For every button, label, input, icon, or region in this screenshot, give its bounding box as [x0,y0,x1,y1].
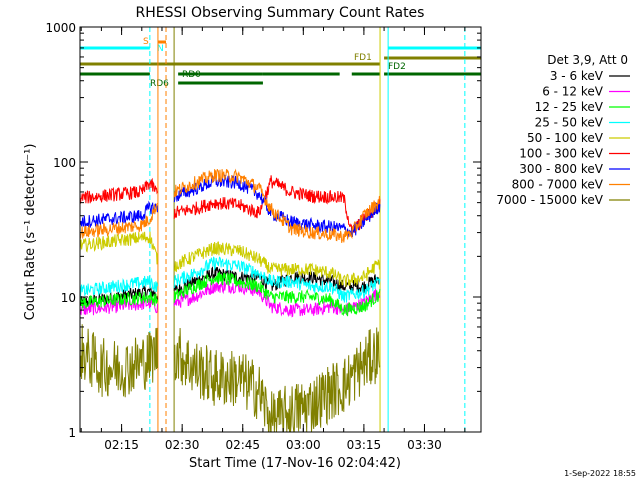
legend-label-2: 12 - 25 keV [535,100,604,114]
x-tick-label-4: 03:15 [347,438,382,452]
state-label-s: S [143,37,149,47]
vertical-markers [149,27,466,432]
x-axis-label: Start Time (17-Nov-16 02:04:42) [189,456,401,471]
series-line-7 [80,168,381,243]
x-tick-label-1: 02:30 [165,438,200,452]
axes: 02:15 02:30 02:45 03:00 03:15 03:30 1 10 100 1000 [45,21,481,452]
series-line-8 [80,324,381,432]
legend-label-4: 50 - 100 keV [527,131,604,145]
series-line-4 [80,231,381,287]
chart-title: RHESSI Observing Summary Count Rates [136,5,425,21]
legend-label-1: 6 - 12 keV [542,85,604,99]
x-tick-label-3: 03:00 [286,438,321,452]
y-tick-label-0: 1 [68,426,76,440]
series-line-2 [80,271,381,317]
state-bars: SN RD0 RD6 FD1 FD2 [80,37,481,89]
legend-label-8: 7000 - 15000 keV [496,193,603,207]
series-line-5 [80,175,381,237]
legend-label-3: 25 - 50 keV [535,116,604,130]
series-line-3 [80,256,381,303]
state-label-fd1: FD1 [354,53,372,63]
state-label-fd2: FD2 [388,62,406,72]
series-lines [80,168,381,432]
plot-frame [79,26,482,433]
state-label-rd0: RD0 [182,70,201,80]
y-axis-label: Count Rate (s⁻¹ detector⁻¹) [23,144,38,321]
legend-label-7: 800 - 7000 keV [512,178,604,192]
y-tick-label-1: 10 [61,291,76,305]
state-label-rd6: RD6 [150,79,169,89]
legend-title: Det 3,9, Att 0 [547,53,628,67]
state-label-n: N [157,44,164,54]
legend-label-0: 3 - 6 keV [550,69,604,83]
y-tick-label-3: 1000 [45,21,76,35]
x-tick-label-0: 02:15 [104,438,139,452]
timestamp: 1-Sep-2022 18:55 [564,469,636,478]
x-tick-label-5: 03:30 [407,438,442,452]
x-tick-label-2: 02:45 [225,438,260,452]
legend-label-5: 100 - 300 keV [519,147,603,161]
y-tick-label-2: 100 [53,156,76,170]
legend-label-6: 300 - 800 keV [519,162,603,176]
